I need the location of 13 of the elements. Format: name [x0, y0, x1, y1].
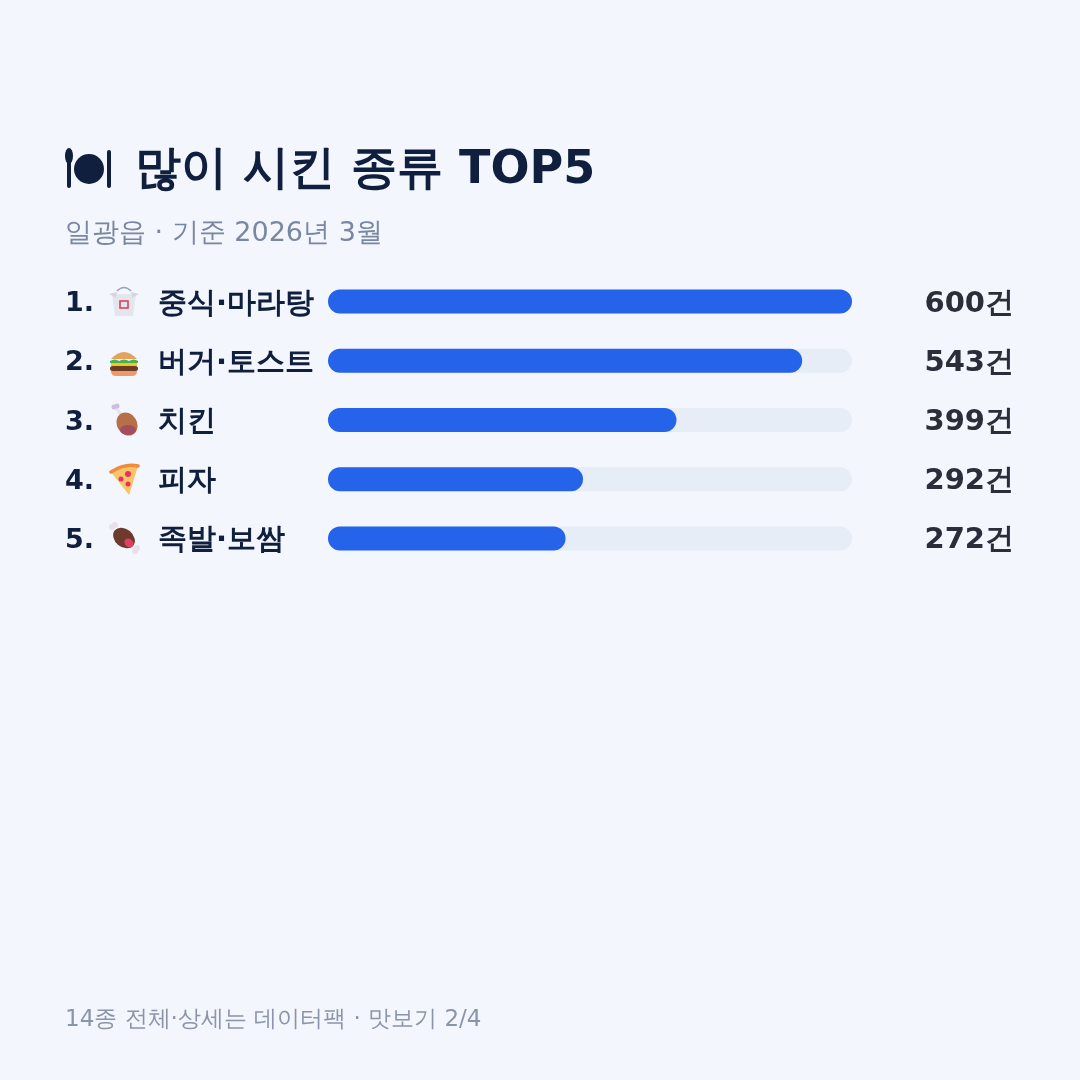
category-label: 2. 버거·토스트	[65, 343, 315, 378]
data-label: 272건	[924, 521, 1014, 556]
data-label: 399건	[924, 403, 1014, 437]
data-label: 543건	[924, 343, 1014, 378]
chart-title: 많이 시킨 종류 TOP5	[135, 140, 596, 196]
text: 14종 전체·상세는 데이터팩 · 맛보기 2/4	[65, 1004, 482, 1033]
data-label: 292건	[924, 462, 1014, 497]
data-label: 600건	[924, 284, 1014, 319]
chart-subtitle: 일광읍 · 기준 2026년 3월	[65, 215, 383, 249]
category-label: 3. 치킨	[65, 403, 216, 437]
category-label: 1. 중식·마라탕	[65, 284, 315, 319]
category-label: 4. 피자	[65, 462, 216, 497]
category-label: 5. 족발·보쌈	[65, 521, 286, 556]
